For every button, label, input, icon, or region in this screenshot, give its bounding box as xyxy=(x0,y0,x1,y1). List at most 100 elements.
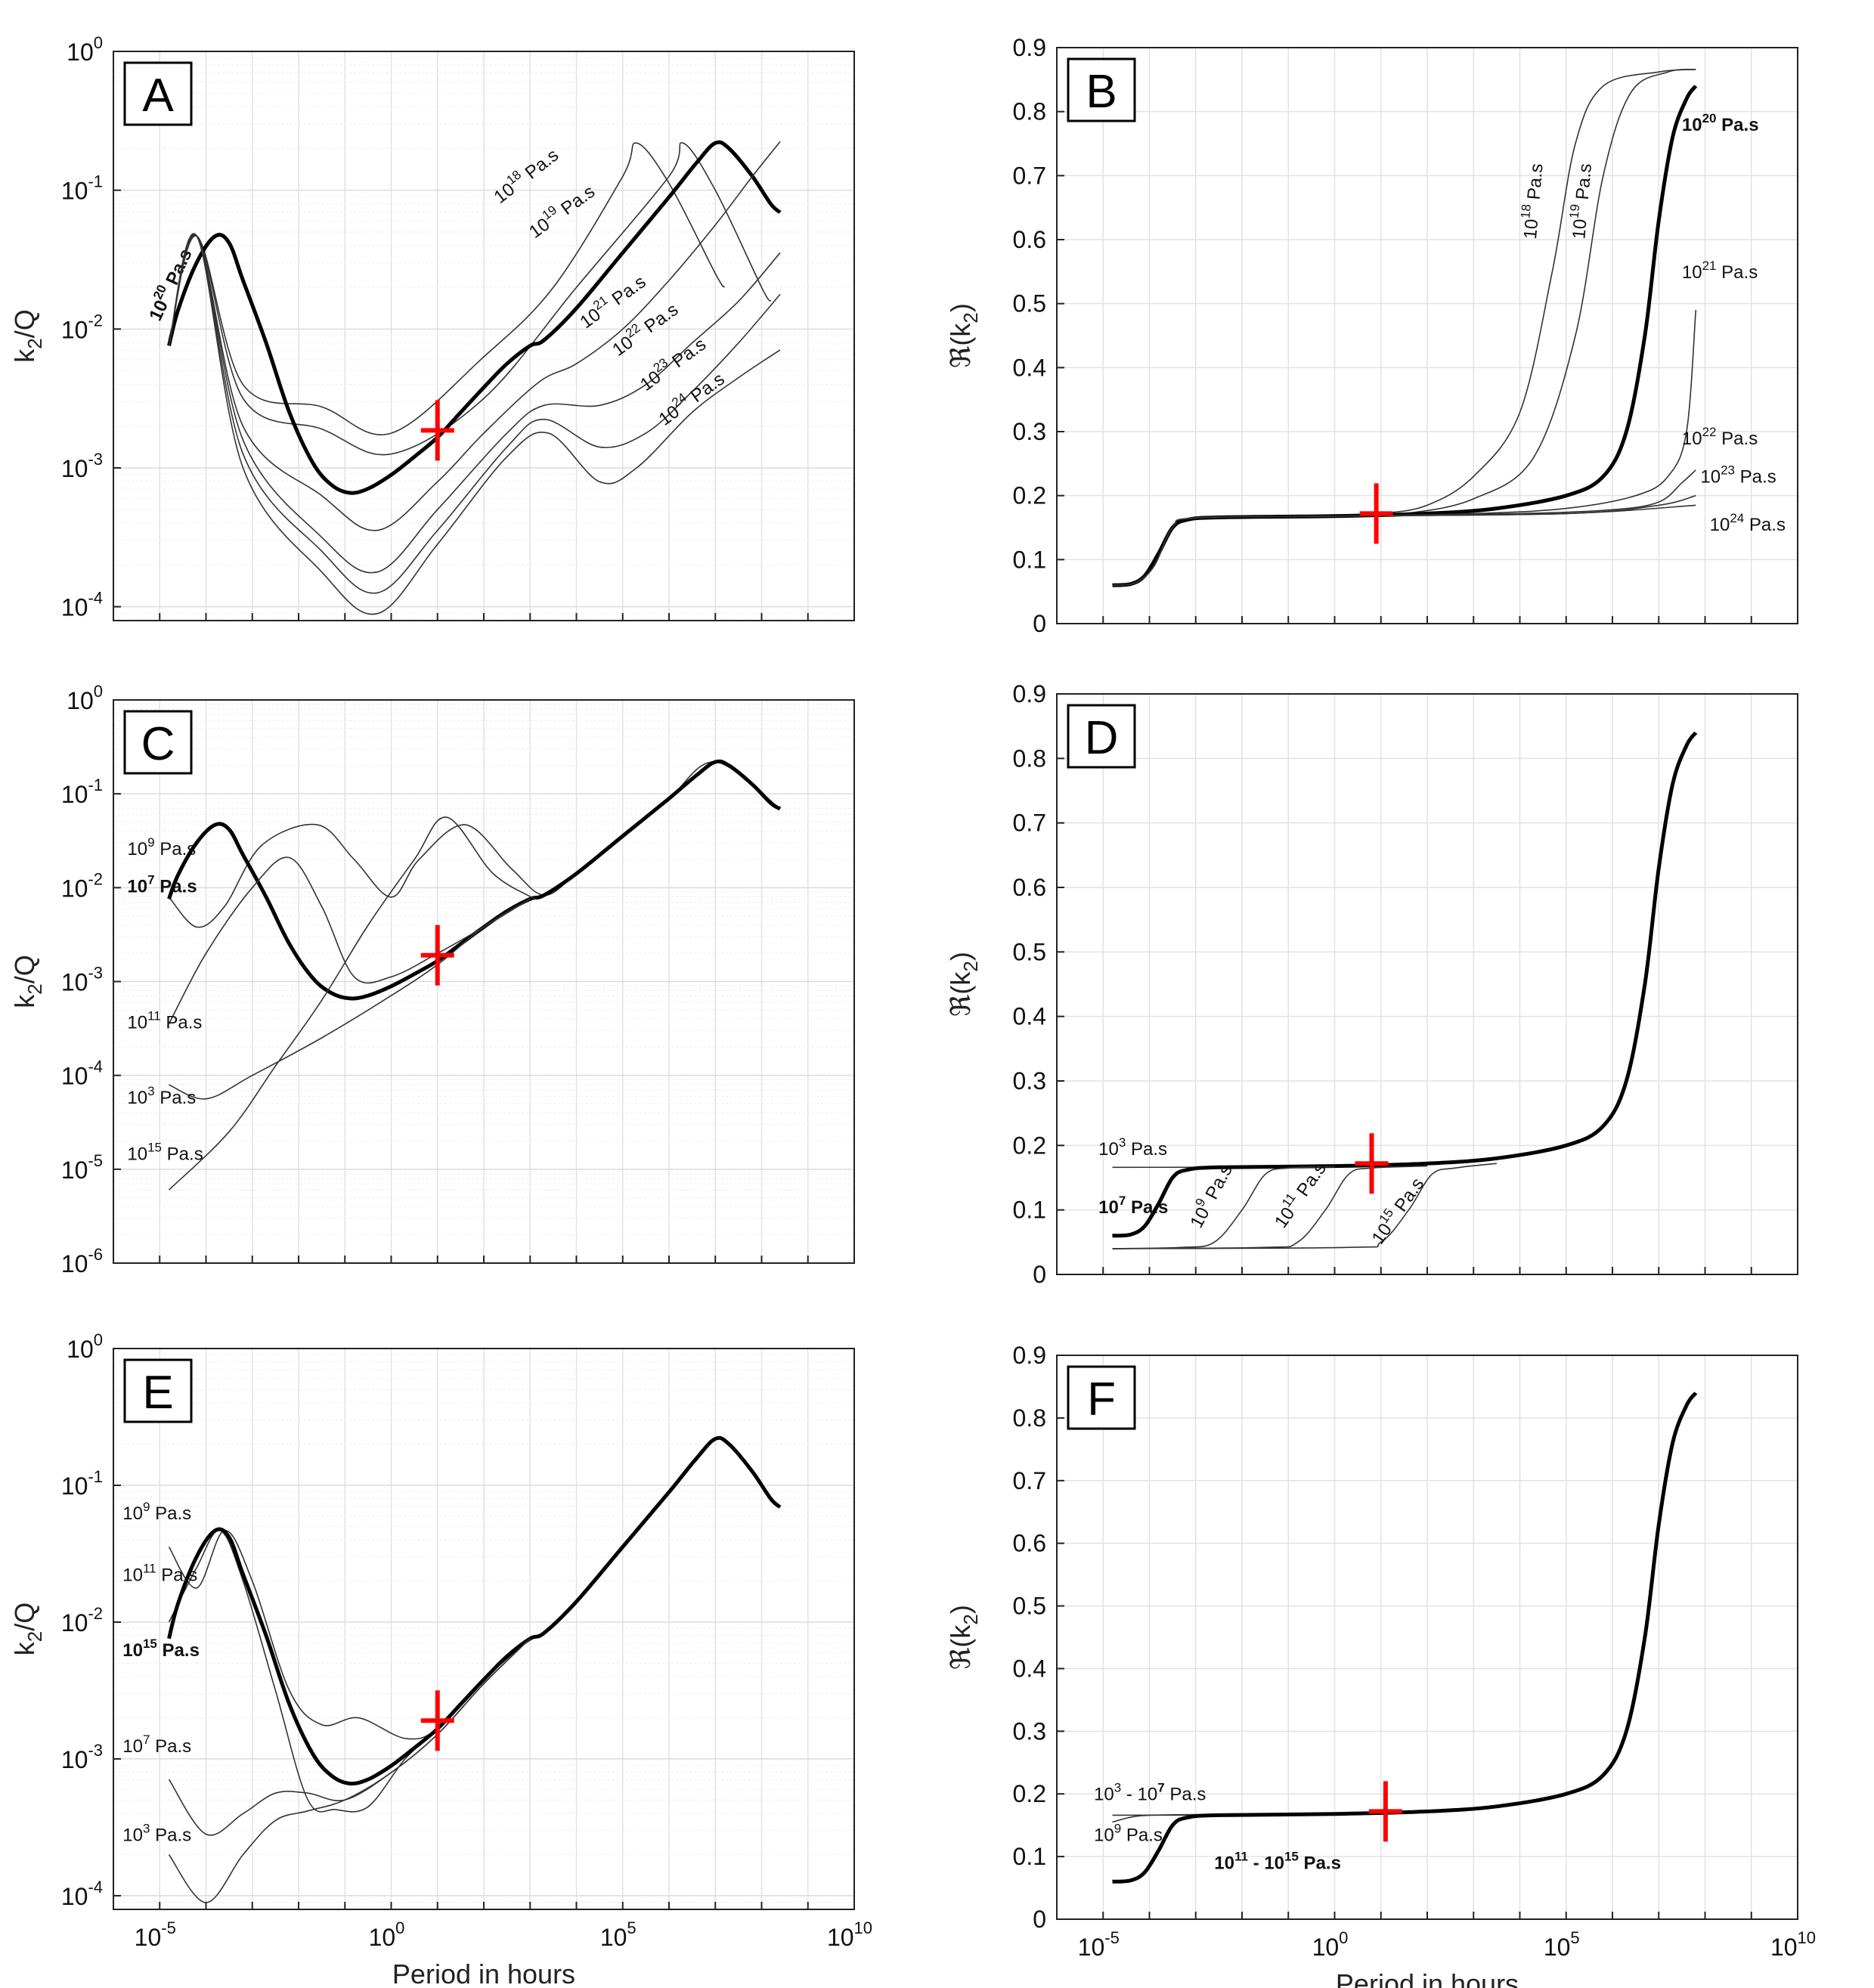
series-group: 109 Pa.s 107 Pa.s 1011 Pa.s 103 Pa.s 1015 Pa… xyxy=(127,759,782,1191)
y-axis-label: k2/Q xyxy=(9,309,46,362)
x-axis-label: Period in hours xyxy=(1336,1968,1519,1988)
series-label: 1011 Pa.s xyxy=(127,1009,202,1033)
y-tick-label: 0.5 xyxy=(1013,1593,1046,1620)
measurement-marker xyxy=(420,1690,454,1751)
x-ticks xyxy=(113,613,855,621)
panel-letter: E xyxy=(142,1367,173,1419)
y-axis-label: k2/Q xyxy=(9,1602,46,1655)
series-line xyxy=(168,234,781,574)
series-label: 107 Pa.s xyxy=(127,873,197,897)
y-ticks: 100 10-1 10-2 10-3 10-4 10-5 10-6 xyxy=(61,682,121,1277)
y-tick-label: 0.4 xyxy=(1013,1655,1046,1682)
y-tick-label: 0.7 xyxy=(1013,1467,1046,1494)
y-tick-label: 10-6 xyxy=(61,1245,103,1277)
x-tick-label: 1010 xyxy=(1770,1928,1816,1961)
series-line xyxy=(169,898,531,1100)
panel-e: 109 Pa.s 1011 Pa.s 1015 Pa.s 107 Pa.s 103 Pa… xyxy=(9,1330,872,1988)
y-tick-label: 100 xyxy=(67,682,103,714)
y-tick-label: 10-3 xyxy=(61,1741,103,1773)
series-line xyxy=(1112,1392,1698,1884)
panel-letter-box xyxy=(1067,57,1136,122)
x-ticks: 10-5 100 105 1010 xyxy=(113,1902,872,1951)
y-tick-label: 0 xyxy=(1033,1906,1046,1933)
y-tick-label: 0.8 xyxy=(1013,745,1046,772)
series-label: 1020 Pa.s xyxy=(1682,111,1759,135)
y-tick-label: 10-4 xyxy=(61,589,103,621)
y-tick-label: 10-2 xyxy=(61,869,103,902)
panel-letter: D xyxy=(1085,712,1119,764)
panel-letter-box xyxy=(123,61,193,126)
series-label: 1011 Pa.s xyxy=(122,1562,197,1586)
series-line xyxy=(168,1638,531,1903)
y-tick-label: 0.2 xyxy=(1013,1132,1046,1159)
series-line xyxy=(1112,731,1698,1238)
series-group: 103 - 107 Pa.s 109 Pa.s 1011 - 1015 Pa.s xyxy=(1094,1392,1698,1884)
x-ticks: 10-5 100 105 1010 xyxy=(1056,1912,1816,1961)
y-ticks: 0 0.1 0.2 0.3 0.4 0.5 0.6 0.7 0.8 0.9 xyxy=(1013,34,1064,637)
series-label: 103 Pa.s xyxy=(127,1084,196,1108)
series-label: 109 Pa.s xyxy=(122,1500,191,1524)
series-label: 1021 Pa.s xyxy=(1682,259,1758,283)
y-ticks: 0 0.1 0.2 0.3 0.4 0.5 0.6 0.7 0.8 0.9 xyxy=(1013,1342,1064,1933)
y-tick-label: 0.2 xyxy=(1013,482,1046,509)
x-tick-label: 105 xyxy=(600,1918,637,1951)
y-ticks: 0 0.1 0.2 0.3 0.4 0.5 0.6 0.7 0.8 0.9 xyxy=(1013,680,1064,1288)
x-axis-label: Period in hours xyxy=(392,1959,575,1988)
y-tick-label: 0.3 xyxy=(1013,1717,1046,1745)
y-tick-label: 0 xyxy=(1033,1261,1046,1288)
series-group: 109 Pa.s 1011 Pa.s 1015 Pa.s 107 Pa.s 103 Pa… xyxy=(122,1435,782,1903)
series-line xyxy=(1112,1163,1497,1249)
series-label: 1023 Pa.s xyxy=(1700,463,1776,488)
series-label: 109 Pa.s xyxy=(127,835,196,859)
x-ticks xyxy=(1056,616,1798,624)
panel-c: 109 Pa.s 107 Pa.s 1011 Pa.s 103 Pa.s 1015 Pa… xyxy=(9,682,855,1277)
y-tick-label: 0.7 xyxy=(1013,810,1046,837)
y-tick-label: 0.8 xyxy=(1013,1404,1046,1432)
y-tick-label: 10-4 xyxy=(61,1057,103,1090)
y-tick-label: 10-1 xyxy=(61,776,103,808)
x-tick-label: 10-5 xyxy=(135,1918,176,1951)
panel-letter: C xyxy=(141,718,175,770)
y-tick-label: 0.1 xyxy=(1013,1197,1046,1224)
y-tick-label: 0.5 xyxy=(1013,938,1046,965)
y-tick-label: 10-3 xyxy=(61,450,103,482)
panel-letter-box xyxy=(1067,1365,1136,1430)
series-label: 103 Pa.s xyxy=(1098,1135,1167,1160)
y-tick-label: 10-1 xyxy=(61,172,103,205)
x-tick-label: 10-5 xyxy=(1078,1928,1120,1961)
panel-b: 1018 Pa.s 1019 Pa.s 1020 Pa.s 1021 Pa.s 1022… xyxy=(945,34,1798,637)
panel-letter-box xyxy=(1067,704,1136,769)
series-label: 103 - 107 Pa.s xyxy=(1094,1781,1206,1805)
y-tick-label: 0.3 xyxy=(1013,418,1046,445)
series-label: 1015 Pa.s xyxy=(127,1140,203,1164)
x-tick-label: 1010 xyxy=(827,1918,872,1951)
y-tick-label: 10-3 xyxy=(61,964,103,996)
series-line xyxy=(168,141,781,531)
y-tick-label: 0.6 xyxy=(1013,226,1046,253)
series-line xyxy=(168,816,535,1191)
series-label: 1015 Pa.s xyxy=(122,1637,200,1661)
series-label: 103 Pa.s xyxy=(122,1822,191,1846)
y-tick-label: 0.1 xyxy=(1013,546,1046,573)
series-line xyxy=(1112,85,1698,587)
series-label: 107 Pa.s xyxy=(122,1733,191,1757)
y-tick-label: 100 xyxy=(67,1330,103,1363)
y-tick-label: 10-2 xyxy=(61,311,103,343)
y-tick-label: 0.6 xyxy=(1013,1530,1046,1557)
measurement-marker xyxy=(1359,483,1393,544)
y-tick-label: 0.7 xyxy=(1013,162,1046,189)
y-tick-label: 10-1 xyxy=(61,1467,103,1500)
series-line xyxy=(168,233,781,594)
series-line xyxy=(1112,504,1696,586)
y-axis-label: k2/Q xyxy=(9,955,46,1008)
y-ticks: 100 10-1 10-2 10-3 10-4 xyxy=(61,1330,121,1910)
measurement-marker xyxy=(1355,1133,1389,1194)
x-tick-label: 105 xyxy=(1544,1928,1580,1961)
y-tick-label: 0.9 xyxy=(1013,1342,1046,1369)
y-tick-label: 0.9 xyxy=(1013,680,1046,708)
series-label: 1019 Pa.s xyxy=(1565,163,1596,240)
